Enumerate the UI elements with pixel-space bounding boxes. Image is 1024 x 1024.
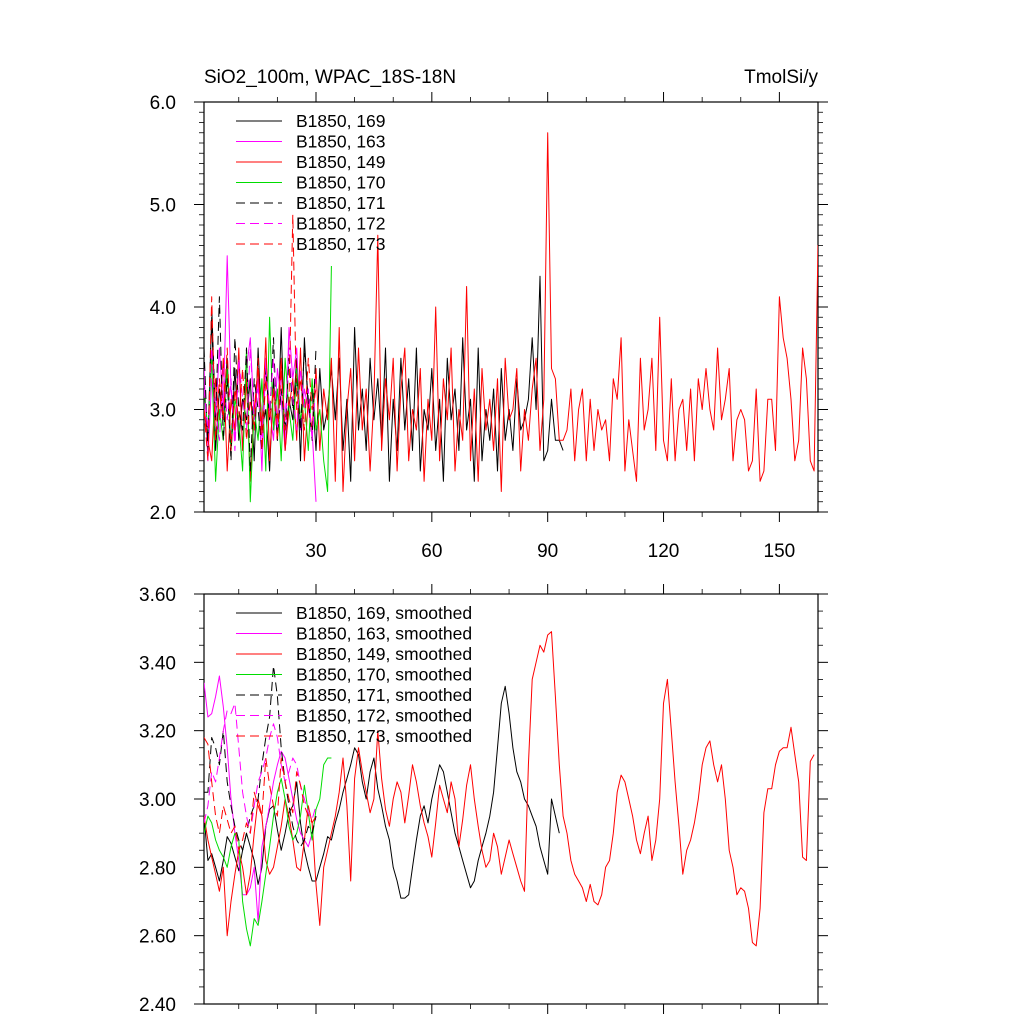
y-tick-label: 2.0	[150, 503, 176, 524]
series-line-3	[204, 132, 818, 492]
series-line-1	[204, 685, 560, 899]
series-line-4	[204, 757, 332, 947]
series-line-6	[204, 702, 317, 834]
series-line-2	[204, 675, 317, 923]
x-tick-label: 120	[648, 541, 680, 562]
y-tick-label: 2.80	[139, 858, 176, 879]
legend-label: B1850, 171, smoothed	[296, 685, 472, 705]
series-line-3	[204, 631, 815, 947]
y-tick-label: 3.20	[139, 722, 176, 743]
legend-label: B1850, 169	[296, 111, 386, 131]
y-tick-label: 3.0	[150, 401, 176, 422]
y-tick-label: 2.40	[139, 995, 176, 1016]
legend-label: B1850, 163	[296, 132, 386, 152]
legend-label: B1850, 171	[296, 193, 386, 213]
series-line-7	[204, 737, 317, 851]
x-tick-label: 90	[537, 541, 558, 562]
legend-label: B1850, 172	[296, 214, 386, 234]
legend-label: B1850, 149	[296, 152, 386, 172]
legend-label: B1850, 149, smoothed	[296, 644, 472, 664]
series-line-7	[204, 214, 317, 462]
x-tick-label: 150	[764, 541, 796, 562]
x-tick-label: 60	[421, 541, 442, 562]
legend-label: B1850, 169, smoothed	[296, 603, 472, 623]
legend-label: B1850, 170, smoothed	[296, 665, 472, 685]
y-tick-label: 3.60	[139, 585, 176, 606]
y-tick-label: 2.60	[139, 927, 176, 948]
series-group	[204, 132, 818, 503]
series-line-2	[204, 255, 317, 502]
legend-label: B1850, 173	[296, 234, 386, 254]
series-group	[204, 631, 815, 947]
legend-label: B1850, 173, smoothed	[296, 726, 472, 746]
chart-title-right: TmolSi/y	[744, 67, 818, 88]
chart-title-left: SiO2_100m, WPAC_18S-18N	[204, 67, 456, 88]
panel-bottom: 2.40 2.60 2.80 3.00 3.20 3.40 3.60 B1850, 169, …	[139, 584, 828, 1016]
series-line-5	[204, 665, 317, 851]
y-tick-label: 6.0	[150, 93, 176, 114]
y-tick-label: 5.0	[150, 196, 176, 217]
y-tick-label: 4.0	[150, 298, 176, 319]
legend-label: B1850, 170	[296, 173, 386, 193]
y-tick-label: 3.40	[139, 653, 176, 674]
y-tick-label: 3.00	[139, 790, 176, 811]
legend-label: B1850, 163, smoothed	[296, 624, 472, 644]
series-line-5	[204, 296, 317, 472]
x-tick-label: 30	[305, 541, 326, 562]
legend-label: B1850, 172, smoothed	[296, 706, 472, 726]
